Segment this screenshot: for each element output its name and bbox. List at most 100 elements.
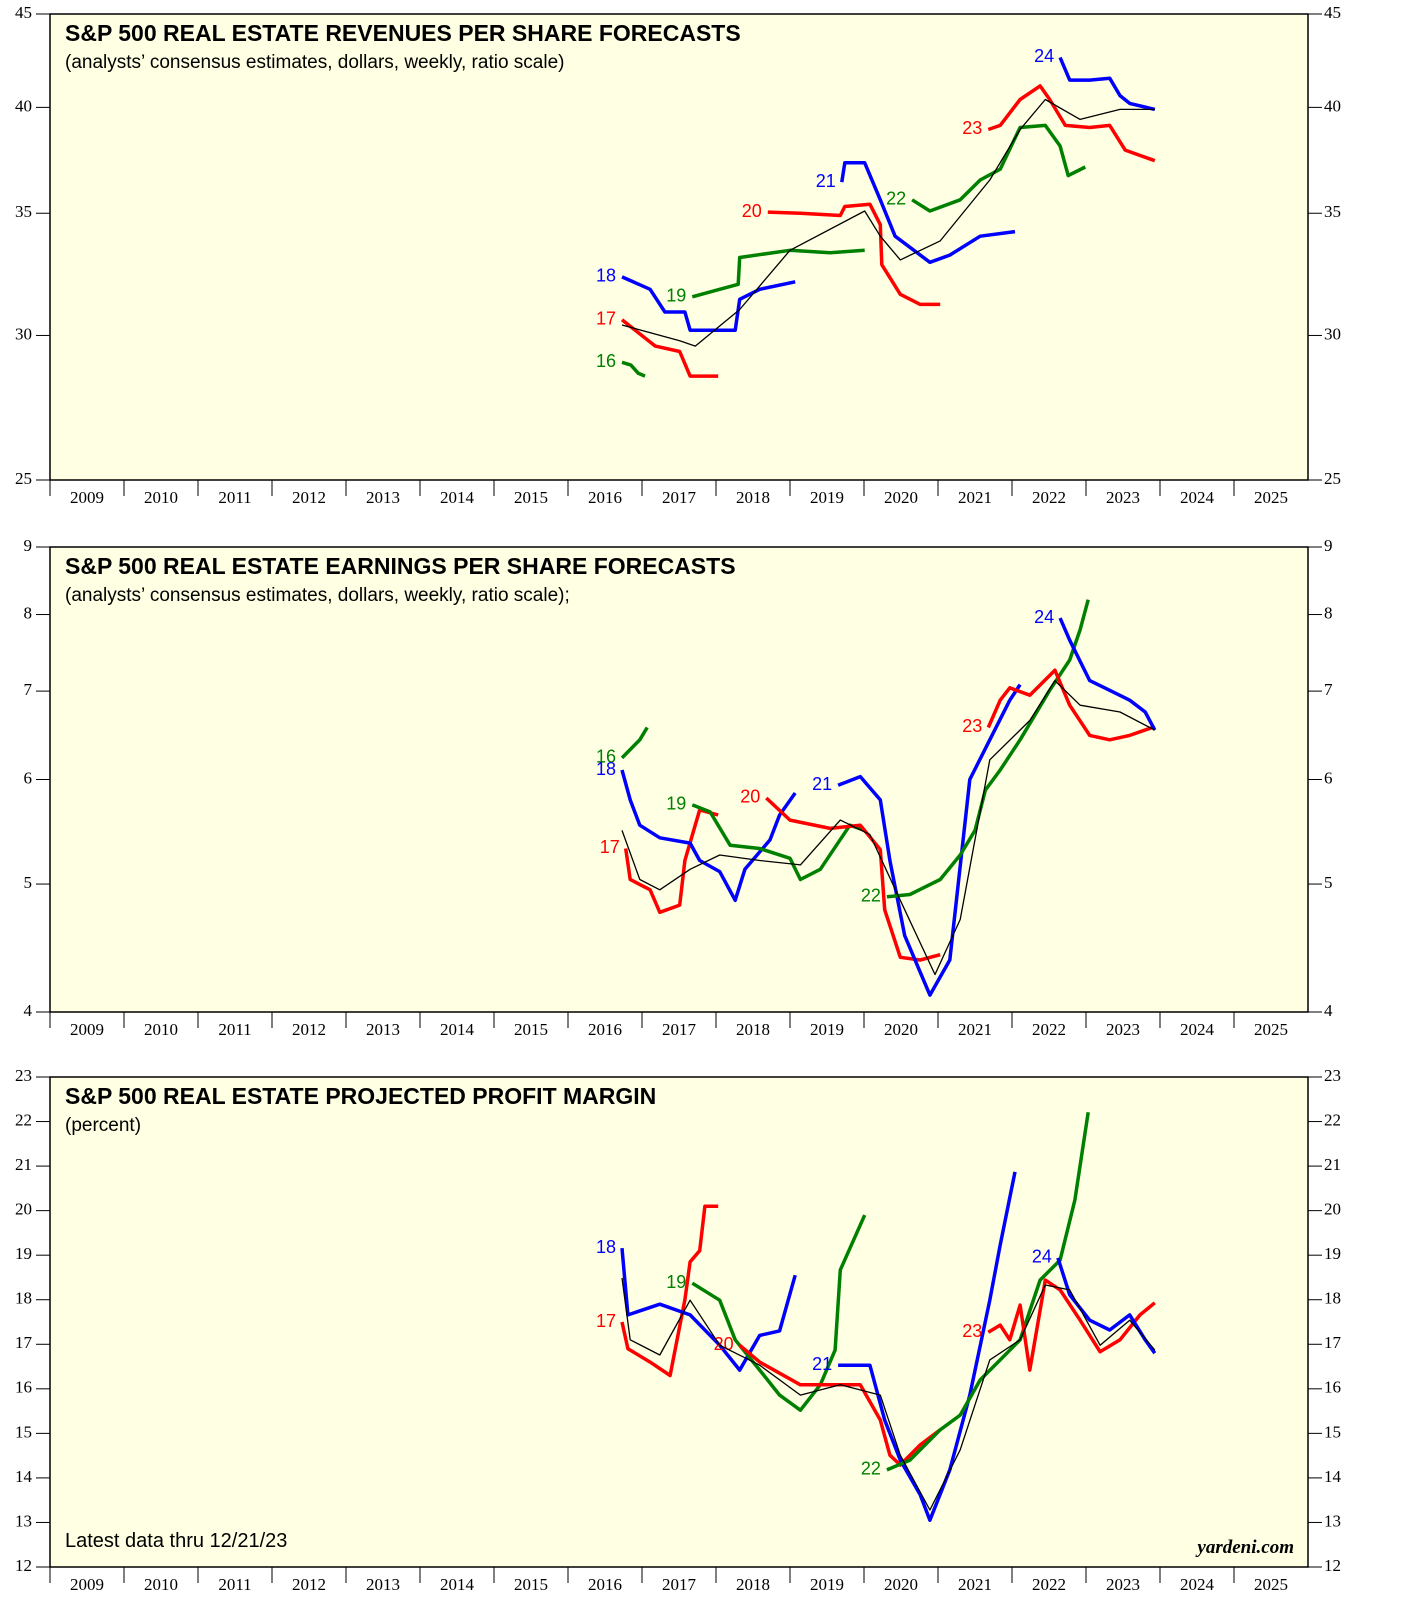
y-tick-label: 7 — [24, 680, 33, 699]
series-line — [838, 1171, 1017, 1522]
y-tick-label-right: 25 — [1324, 469, 1341, 488]
series-label: 20 — [742, 201, 762, 221]
x-tick-label: 2021 — [958, 488, 992, 507]
series-label: 22 — [861, 1459, 881, 1479]
x-tick-label: 2009 — [70, 1575, 104, 1594]
series-label: 16 — [596, 747, 616, 767]
series-label: 17 — [600, 837, 620, 857]
x-tick-label: 2025 — [1254, 1020, 1288, 1039]
series-label: 18 — [596, 266, 616, 286]
y-tick-label-right: 8 — [1324, 603, 1333, 622]
chart-subtitle: (percent) — [65, 1115, 141, 1136]
x-tick-label: 2009 — [70, 1020, 104, 1039]
y-tick-label: 15 — [15, 1422, 32, 1441]
series-line — [738, 1343, 942, 1467]
y-tick-label: 23 — [15, 1066, 32, 1085]
series-line — [1058, 56, 1156, 112]
y-tick-label-right: 6 — [1324, 768, 1333, 787]
series-label: 22 — [886, 189, 906, 209]
series-label: 21 — [812, 774, 832, 794]
x-tick-label: 2021 — [958, 1575, 992, 1594]
x-tick-label: 2013 — [366, 488, 400, 507]
x-tick-label: 2011 — [218, 1575, 251, 1594]
y-tick-label: 6 — [24, 768, 33, 787]
series-label: 24 — [1032, 1247, 1052, 1267]
y-tick-label-right: 23 — [1324, 1066, 1341, 1085]
x-tick-label: 2015 — [514, 488, 548, 507]
series-line — [886, 1111, 1090, 1472]
series-line — [620, 318, 719, 378]
y-tick-label: 45 — [15, 3, 32, 22]
source: yardeni.com — [1195, 1537, 1294, 1558]
series-label: 22 — [861, 886, 881, 906]
y-tick-label-right: 30 — [1324, 324, 1341, 343]
x-tick-label: 2023 — [1106, 1020, 1140, 1039]
series-line — [621, 275, 796, 332]
series-label: 23 — [962, 1321, 982, 1341]
y-tick-label: 25 — [15, 469, 32, 488]
x-tick-label: 2014 — [440, 488, 475, 507]
x-tick-label: 2021 — [958, 1020, 992, 1039]
y-tick-label: 18 — [15, 1289, 32, 1308]
y-tick-label-right: 20 — [1324, 1200, 1341, 1219]
x-tick-label: 2015 — [514, 1575, 548, 1594]
y-tick-label: 17 — [15, 1333, 33, 1352]
series-label: 23 — [962, 716, 982, 736]
y-tick-label: 30 — [15, 324, 32, 343]
x-tick-label: 2023 — [1106, 488, 1140, 507]
y-tick-label-right: 7 — [1324, 680, 1333, 699]
y-tick-label-right: 13 — [1324, 1511, 1341, 1530]
x-tick-label: 2020 — [884, 1575, 918, 1594]
series-label: 20 — [740, 787, 760, 807]
series-label: 17 — [596, 309, 616, 329]
series-line — [621, 679, 1156, 976]
y-tick-label: 19 — [15, 1244, 32, 1263]
y-tick-label: 21 — [15, 1155, 32, 1174]
y-tick-label-right: 45 — [1324, 3, 1341, 22]
series-line — [621, 360, 646, 378]
series-line — [840, 161, 1016, 265]
x-tick-label: 2016 — [588, 488, 622, 507]
series-line — [1056, 1257, 1157, 1355]
chart-title: S&P 500 REAL ESTATE REVENUES PER SHARE F… — [65, 20, 741, 46]
x-tick-label: 2018 — [736, 488, 770, 507]
x-tick-label: 2010 — [144, 1020, 178, 1039]
series-label: 23 — [962, 118, 982, 138]
x-tick-label: 2017 — [662, 1575, 697, 1594]
series-line — [987, 1278, 1156, 1372]
x-tick-label: 2023 — [1106, 1575, 1140, 1594]
x-tick-label: 2017 — [662, 488, 697, 507]
y-tick-label-right: 22 — [1324, 1110, 1341, 1129]
y-tick-label: 20 — [15, 1200, 32, 1219]
y-tick-label: 35 — [15, 202, 32, 221]
x-tick-label: 2016 — [588, 1575, 622, 1594]
x-tick-label: 2013 — [366, 1020, 400, 1039]
series-label: 21 — [816, 171, 836, 191]
series-label: 16 — [596, 351, 616, 371]
x-tick-label: 2016 — [588, 1020, 622, 1039]
series-label: 19 — [666, 286, 686, 306]
y-tick-label-right: 9 — [1324, 536, 1333, 555]
x-tick-label: 2025 — [1254, 488, 1288, 507]
x-tick-label: 2011 — [218, 1020, 251, 1039]
y-tick-label-right: 12 — [1324, 1556, 1341, 1575]
y-tick-label: 12 — [15, 1556, 32, 1575]
x-tick-label: 2024 — [1180, 1575, 1215, 1594]
series-line — [886, 599, 1090, 899]
series-line — [1058, 617, 1157, 731]
x-tick-label: 2018 — [736, 1575, 770, 1594]
x-tick-label: 2014 — [440, 1020, 475, 1039]
y-tick-label: 16 — [15, 1378, 32, 1397]
x-tick-label: 2020 — [884, 488, 918, 507]
x-tick-label: 2024 — [1180, 488, 1215, 507]
y-tick-label-right: 16 — [1324, 1378, 1341, 1397]
chart-title: S&P 500 REAL ESTATE EARNINGS PER SHARE F… — [65, 553, 736, 579]
series-label: 18 — [596, 759, 616, 779]
y-tick-label-right: 40 — [1324, 96, 1341, 115]
y-tick-label-right: 17 — [1324, 1333, 1342, 1352]
x-tick-label: 2010 — [144, 1575, 178, 1594]
series-label: 19 — [666, 794, 686, 814]
footnote: Latest data thru 12/21/23 — [65, 1530, 287, 1552]
series-line — [691, 248, 865, 299]
plot-area — [49, 546, 1309, 1013]
